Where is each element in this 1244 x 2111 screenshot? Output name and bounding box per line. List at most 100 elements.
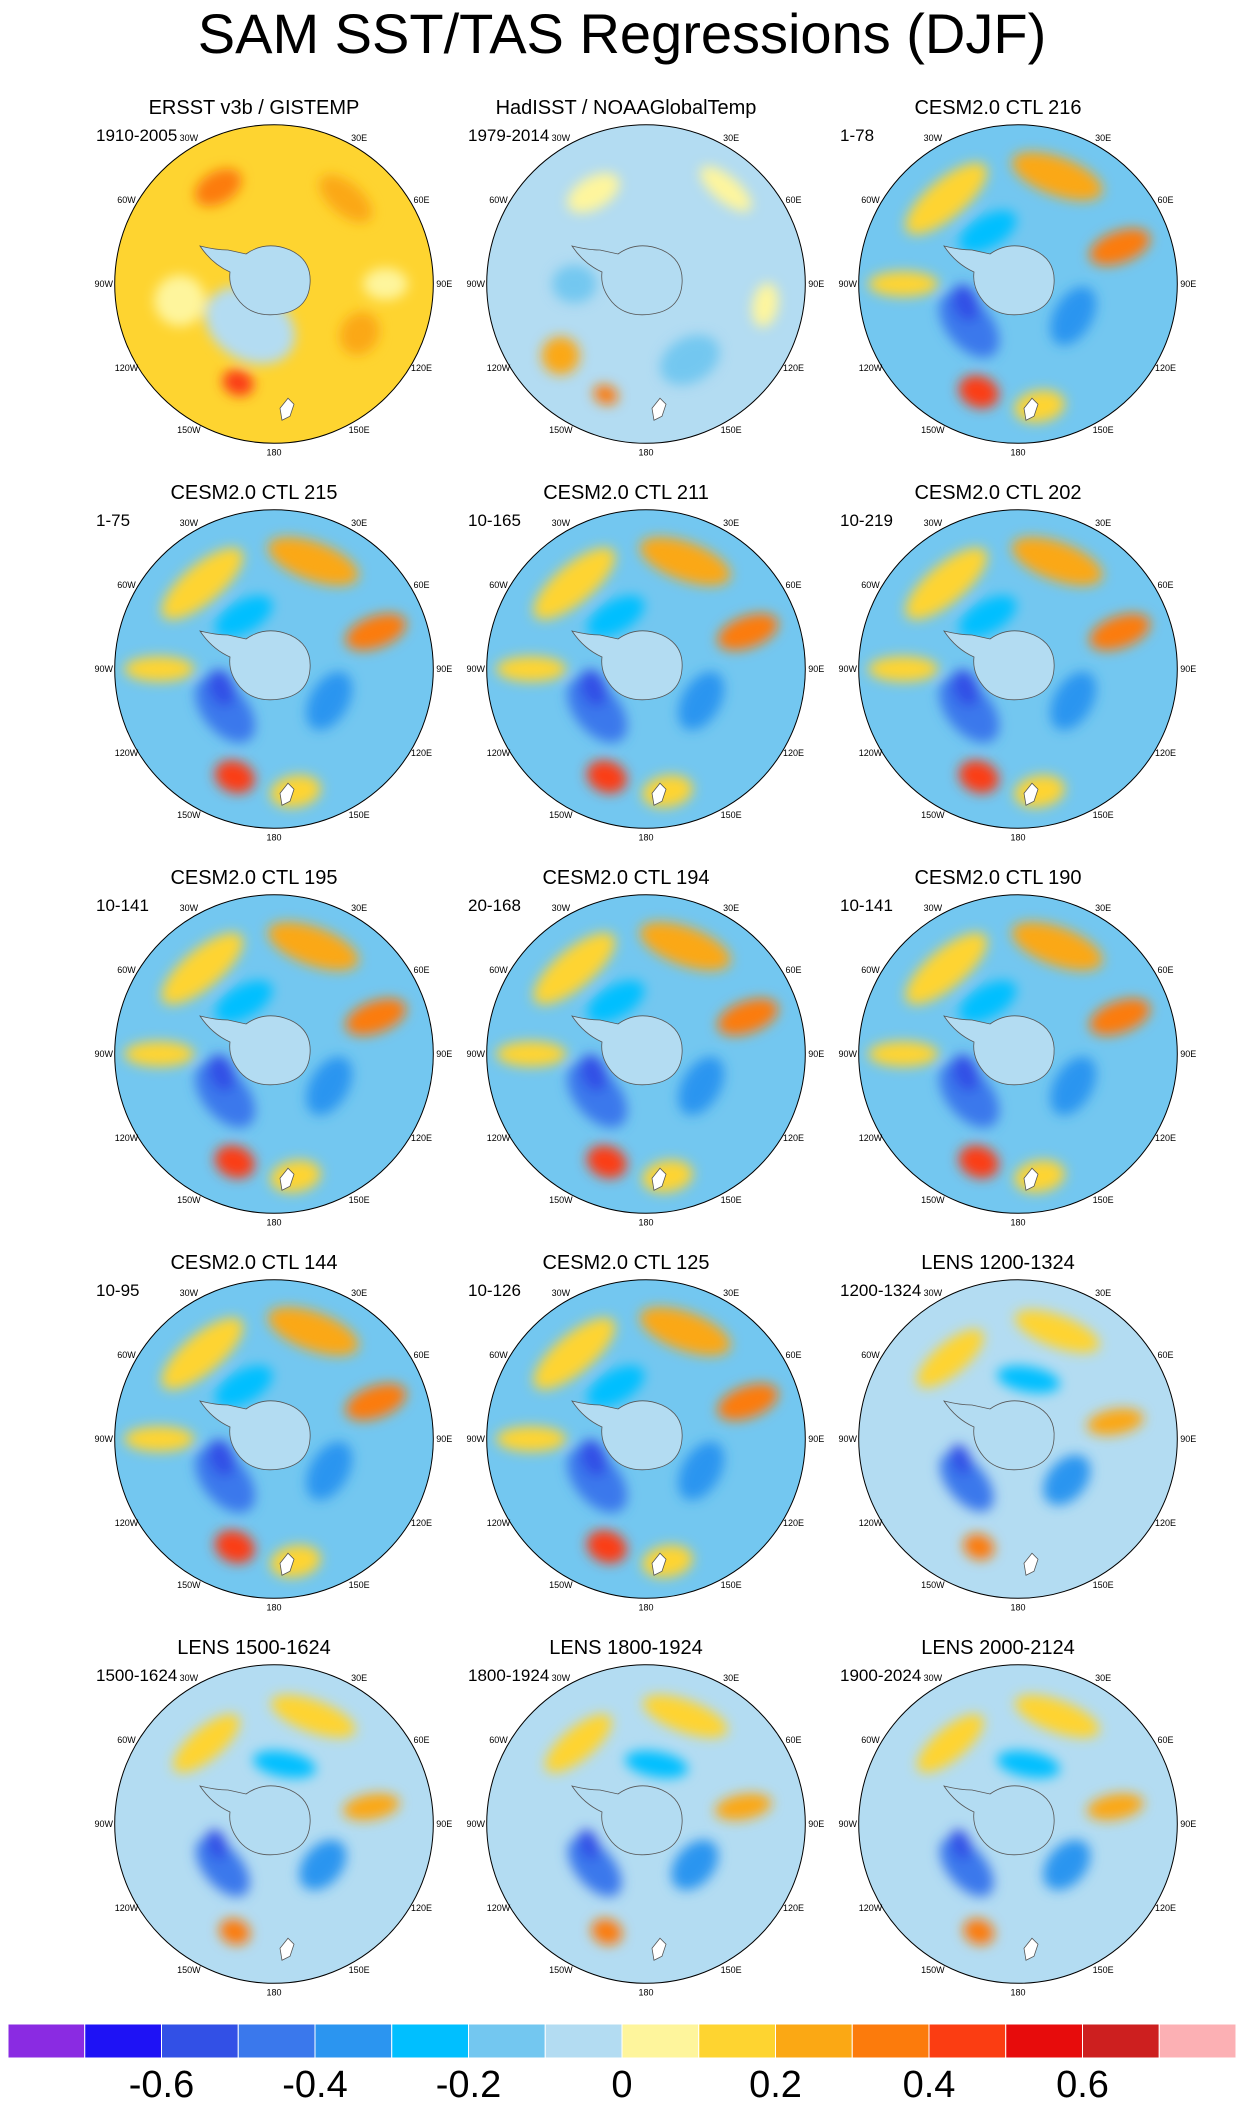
new-zealand-outline: [651, 397, 667, 421]
panel-period: 10-165: [468, 511, 521, 530]
longitude-label: 30W: [552, 518, 571, 528]
map-boundary: [114, 509, 434, 829]
panel-period: 1979-2014: [468, 126, 550, 145]
anomaly-region: [939, 1837, 994, 1897]
longitude-label: 60E: [785, 580, 801, 590]
longitude-label: 60E: [413, 195, 429, 205]
anomaly-region: [363, 268, 408, 300]
longitude-label: 60W: [117, 195, 136, 205]
colorbar-tick-label: -0.4: [282, 2064, 348, 2106]
longitude-label: 60W: [861, 965, 880, 975]
anomaly-region: [905, 547, 988, 620]
anomaly-region: [194, 168, 242, 207]
anomaly-region: [267, 536, 359, 586]
new-zealand-outline: [651, 782, 667, 806]
longitude-label: 30W: [924, 903, 943, 913]
longitude-label: 150E: [349, 810, 370, 820]
longitude-label: 120E: [1155, 748, 1176, 758]
panel-period: 1200-1324: [840, 1281, 922, 1300]
longitude-label: 150E: [349, 425, 370, 435]
anomaly-region: [958, 375, 999, 409]
panel-title: CESM2.0 CTL 190: [914, 867, 1082, 889]
longitude-label: 150E: [349, 1195, 370, 1205]
anomaly-region: [161, 932, 244, 1005]
longitude-label: 60E: [785, 195, 801, 205]
longitude-label: 150W: [549, 1580, 573, 1590]
longitude-label: 150E: [721, 810, 742, 820]
longitude-label: 30E: [723, 1288, 739, 1298]
anomaly-region: [215, 980, 273, 1023]
longitude-label: 90E: [808, 1434, 824, 1444]
longitude-label: 150E: [721, 1965, 742, 1975]
anomaly-region: [1011, 921, 1103, 971]
longitude-label: 90E: [808, 1049, 824, 1059]
anomaly-region: [1011, 536, 1103, 586]
longitude-label: 60W: [117, 965, 136, 975]
longitude-label: 120W: [487, 1903, 511, 1913]
longitude-label: 60E: [413, 965, 429, 975]
longitude-label: 30E: [351, 903, 367, 913]
anomaly-region: [917, 1714, 984, 1773]
map-boundary: [858, 1664, 1178, 1984]
longitude-label: 120E: [411, 1903, 432, 1913]
longitude-label: 180: [266, 1602, 281, 1612]
anomaly-region: [671, 1839, 719, 1891]
anomaly-region: [950, 1444, 972, 1476]
panel-period: 1800-1924: [468, 1666, 550, 1685]
anomaly-region: [868, 656, 939, 682]
longitude-label: 90E: [808, 279, 824, 289]
anomaly-region: [496, 1426, 567, 1452]
anomaly-region: [625, 1750, 688, 1779]
anomaly-region: [714, 1793, 772, 1821]
longitude-label: 150W: [177, 810, 201, 820]
longitude-label: 150E: [721, 1195, 742, 1205]
new-zealand-outline: [1023, 1167, 1039, 1191]
longitude-label: 90W: [466, 664, 485, 674]
longitude-label: 120E: [783, 748, 804, 758]
anomaly-region: [339, 311, 380, 355]
longitude-label: 180: [638, 447, 653, 457]
colorbar-segment: [8, 2024, 86, 2058]
longitude-label: 180: [1010, 1602, 1025, 1612]
longitude-label: 120W: [859, 748, 883, 758]
panel-title: LENS 1200-1324: [921, 1252, 1075, 1274]
longitude-label: 180: [1010, 1987, 1025, 1997]
longitude-label: 90E: [1180, 1819, 1196, 1829]
polar-map: 030E60E90E120E150E180150W120W90W60W30W: [94, 894, 452, 1227]
anomaly-region: [717, 1383, 779, 1421]
map-boundary: [486, 509, 806, 829]
longitude-label: 90W: [94, 1049, 113, 1059]
longitude-label: 60W: [861, 580, 880, 590]
anomaly-region: [214, 1145, 255, 1179]
longitude-label: 120W: [859, 363, 883, 373]
longitude-label: 30E: [351, 1673, 367, 1683]
anomaly-region: [1011, 151, 1103, 201]
longitude-label: 180: [266, 1987, 281, 1997]
panel-title: LENS 2000-2124: [921, 1637, 1075, 1659]
anomaly-region: [752, 282, 779, 328]
longitude-label: 60E: [413, 580, 429, 590]
anomaly-region: [586, 1530, 627, 1564]
panel-period: 20-168: [468, 896, 521, 915]
longitude-label: 120E: [783, 1518, 804, 1528]
longitude-label: 90E: [808, 1819, 824, 1829]
map-boundary: [114, 894, 434, 1214]
anomaly-region: [306, 671, 353, 731]
anomaly-region: [552, 264, 597, 304]
longitude-label: 90W: [838, 1434, 857, 1444]
colorbar-segment: [544, 2024, 623, 2058]
longitude-label: 30E: [1095, 133, 1111, 143]
map-panel: LENS 1800-19241800-1924030E60E90E120E150…: [420, 1636, 832, 2021]
colorbar-tick-label: -0.2: [435, 2064, 502, 2106]
map-panel: CESM2.0 CTL 12510-126030E60E90E120E150E1…: [420, 1251, 832, 1636]
panel-title: CESM2.0 CTL 194: [542, 867, 710, 889]
anomaly-region: [950, 1829, 972, 1861]
longitude-label: 120E: [1155, 363, 1176, 373]
anomaly-region: [579, 669, 608, 707]
anomaly-region: [533, 1317, 616, 1390]
colorbar-tick-label: -0.6: [128, 2064, 195, 2106]
main-title: SAM SST/TAS Regressions (DJF): [197, 2, 1047, 65]
longitude-label: 150E: [721, 1580, 742, 1590]
longitude-label: 150E: [349, 1965, 370, 1975]
longitude-label: 120E: [783, 1133, 804, 1143]
